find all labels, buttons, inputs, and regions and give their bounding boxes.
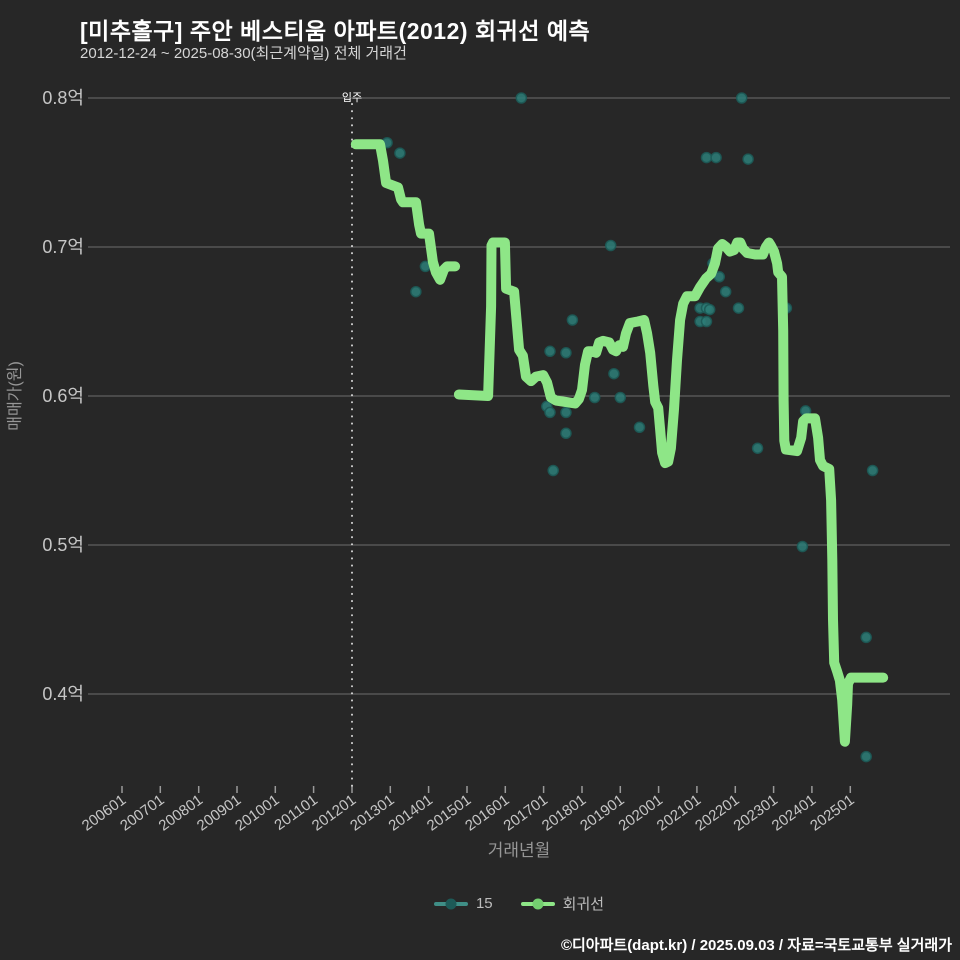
scatter-point [614, 391, 627, 404]
scatter-point [410, 285, 422, 298]
scatter-point [544, 406, 556, 419]
scatter-point [588, 391, 601, 404]
legend: 15 회귀선 [88, 893, 950, 914]
scatter-point [796, 540, 809, 553]
scatter-point [544, 345, 556, 358]
scatter-point [394, 147, 406, 159]
legend-item-regression[interactable]: 회귀선 [520, 893, 605, 914]
scatter-point [860, 631, 872, 644]
scatter-point [608, 367, 620, 380]
price-chart: 0.8억0.7억0.6억0.5억0.4억20060120070120080120… [6, 88, 950, 860]
scatter-point [566, 314, 579, 326]
legend-marker-scatter [433, 898, 468, 909]
legend-item-series-15[interactable]: 15 [433, 895, 493, 912]
scatter-point [735, 92, 748, 104]
scatter-point [710, 151, 722, 164]
regression-line [453, 237, 889, 747]
scatter-point [742, 153, 754, 165]
scatter-point [719, 285, 732, 298]
page-subtitle: 2012-12-24 ~ 2025-08-30(최근계약일) 전체 거래건 [80, 45, 407, 62]
scatter-point [560, 406, 572, 419]
scatter-point [560, 427, 572, 440]
footer-credit: ©디아파트(dapt.kr) / 2025.09.03 / 자료=국토교통부 실… [560, 937, 952, 954]
move-in-label: 입주 [342, 91, 362, 104]
scatter-point [866, 464, 879, 477]
regression-line [350, 139, 461, 285]
y-axis-title: 매매가(원) [6, 361, 24, 431]
y-tick-label: 0.8억 [42, 88, 84, 108]
y-tick-label: 0.5억 [42, 535, 84, 555]
x-axis-title: 거래년월 [488, 841, 551, 860]
scatter-point [560, 347, 572, 359]
y-tick-label: 0.7억 [42, 237, 84, 257]
scatter-point [860, 750, 872, 763]
legend-label-regression: 회귀선 [562, 896, 605, 913]
scatter-point [515, 92, 528, 104]
scatter-point [732, 302, 745, 314]
scatter-point [703, 303, 716, 316]
y-tick-label: 0.6억 [42, 386, 84, 406]
x-tick-label: 201001 [232, 791, 282, 834]
x-tick-label: 202501 [807, 791, 857, 834]
scatter-point [604, 239, 617, 252]
page-title: [미추홀구] 주안 베스티움 아파트(2012) 회귀선 예측 [80, 18, 591, 44]
scatter-point [633, 421, 646, 434]
legend-label-series-15: 15 [475, 895, 493, 912]
legend-marker-regression [520, 898, 555, 909]
scatter-point [547, 464, 559, 477]
scatter-point [700, 151, 713, 164]
scatter-point [751, 442, 764, 454]
scatter-point [700, 315, 713, 328]
y-tick-label: 0.4억 [42, 684, 84, 704]
